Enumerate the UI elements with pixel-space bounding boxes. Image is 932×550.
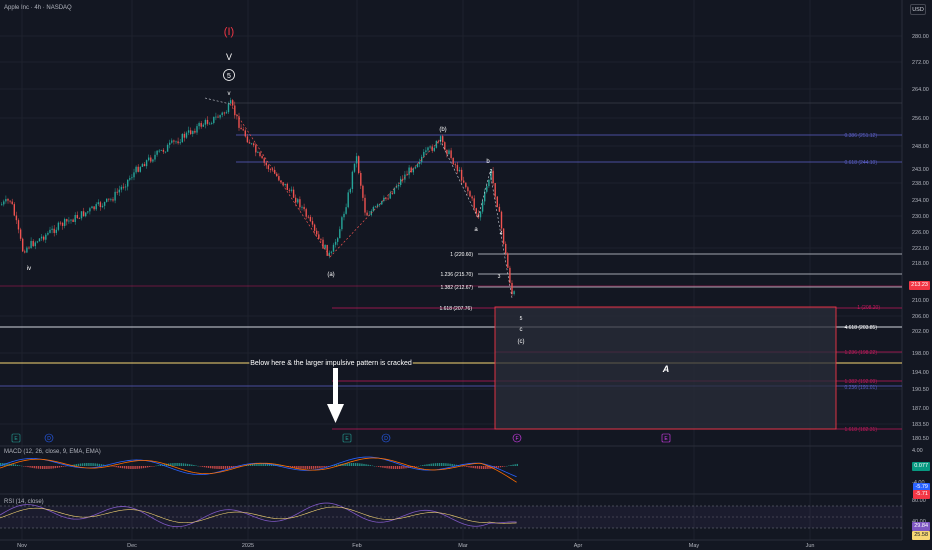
price-tick: 264.00 [912,87,929,93]
price-tick: 180.50 [912,436,929,442]
wave-label-I: (I) [224,26,234,38]
wave-label-a-paren: (a) [327,272,334,278]
fib-label-blue-0236: 0.236 (191.01) [844,385,877,391]
macd-title[interactable]: MACD (12, 26, close, 9, EMA, EMA) [4,449,101,455]
rsi-pane [0,502,902,529]
price-candles [1,97,515,297]
wave-label-b: b [486,159,490,165]
price-tick: 280.00 [912,34,929,40]
price-tick: 226.00 [912,230,929,236]
wave-label-2: 2 [490,169,493,175]
event-marker-4[interactable] [381,433,391,443]
event-marker-3[interactable] [342,433,352,443]
fib-label-red-1382: 1.382 (192.09) [844,379,877,385]
fib-label-red-1618: 1.618 (182.31) [844,427,877,433]
event-marker-5[interactable] [512,433,522,443]
time-tick: Dec [127,543,137,549]
price-tick: 222.00 [912,246,929,252]
rsi-value-tag: 29.84 [912,522,930,531]
wave-label-A: A [662,364,670,374]
time-tick: May [689,543,700,549]
event-marker-1[interactable] [11,433,21,443]
wave-circle-5 [223,69,235,81]
currency-button[interactable]: USD [910,4,926,15]
price-tick: 234.00 [912,198,929,204]
wave-label-c-paren: (c) [518,339,525,345]
time-tick: Feb [352,543,361,549]
time-tick: Nov [17,543,27,549]
wave-label-4: 4 [500,231,503,237]
price-tick: 243.00 [912,167,929,173]
rsi-title[interactable]: RSI (14, close) [4,499,44,505]
price-tick: 248.00 [912,144,929,150]
event-marker-3-label: E [345,436,349,442]
fib-label-0618: 0.618 (244.10) [844,160,877,166]
fib-label-1236: 1.236 (215.70) [440,272,473,278]
price-tick: 194.00 [912,370,929,376]
fib-label-red-1: 1 (208.20) [857,305,880,311]
event-marker-6[interactable] [661,433,671,443]
macd-hist-tag: -5.71 [913,490,930,499]
annotation-text: Below here & the larger impulsive patter… [250,360,412,367]
rsi-axis-top: 80.00 [912,498,926,504]
fib-label-1618: 1.618 (207.76) [439,306,472,312]
wave-lines-sub [204,97,513,299]
event-marker-4-label: D [384,436,388,442]
price-tick: 206.00 [912,314,929,320]
time-tick: 2025 [242,543,254,549]
macd-value-tag: 0.077 [912,462,930,471]
macd-signal-tag: -5.79 [913,483,930,492]
time-tick: Mar [458,543,468,549]
grid [0,0,902,540]
price-tick: 202.00 [912,329,929,335]
wave-label-a: a [474,227,478,233]
price-tick: 238.00 [912,181,929,187]
symbol-title[interactable]: Apple Inc · 4h · NASDAQ [4,5,72,11]
price-tick: 183.50 [912,422,929,428]
time-tick: Jun [806,543,815,549]
wave-label-3: 3 [498,274,501,280]
fib-label-1: 1 (220.60) [450,252,473,258]
wave-label-5: 5 [227,73,231,80]
wave-label-v: v [228,91,231,97]
macd-pane [0,456,518,483]
wave-lines [229,103,441,258]
event-marker-2[interactable] [44,433,54,443]
price-tick: 187.00 [912,406,929,412]
event-marker-2-label: D [47,436,51,442]
price-tick: 210.00 [912,298,929,304]
annotation-arrow [327,368,344,423]
event-marker-6-label: E [664,436,668,442]
wave-label-5-sub: 5 [520,316,523,322]
fib-label-red-1236: 1.236 (198.22) [844,350,877,356]
event-marker-1-label: E [14,436,18,442]
wave-label-V: V [226,52,232,62]
price-tick: 190.50 [912,387,929,393]
wave-label-b-paren: (b) [439,127,446,133]
fib-label-0386: 0.386 (251.12) [844,133,877,139]
price-tick: 218.00 [912,261,929,267]
price-tick: 230.00 [912,214,929,220]
target-box[interactable] [494,306,837,430]
price-tick: 272.00 [912,60,929,66]
fib-label-4618: 4.618 (203.85) [844,325,877,331]
rsi-ma-tag: 25.58 [912,531,930,540]
time-axis[interactable]: Nov Dec 2025 Feb Mar Apr May Jun [17,543,814,549]
price-axis[interactable]: 280.00 272.00 264.00 256.00 248.00 243.00 238.… [912,34,929,442]
fib-label-1382: 1.382 (212.67) [440,285,473,291]
time-tick: Apr [574,543,583,549]
current-price-tag: 213.23 [909,281,930,290]
wave-label-iv: iv [27,266,31,272]
price-tick: 256.00 [912,116,929,122]
macd-axis-top: 4.00 [912,448,923,454]
price-tick: 198.00 [912,351,929,357]
wave-label-c: c [520,327,523,333]
event-marker-5-label: F [515,436,518,442]
